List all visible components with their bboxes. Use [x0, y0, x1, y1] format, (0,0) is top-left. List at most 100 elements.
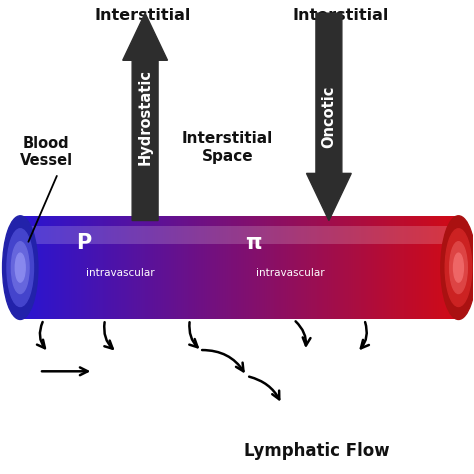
Bar	[77, 216, 79, 319]
Bar	[394, 216, 395, 319]
Bar	[276, 216, 277, 319]
Bar	[170, 216, 171, 319]
Bar	[268, 216, 270, 319]
Bar	[312, 216, 313, 319]
Bar	[432, 216, 433, 319]
Bar	[408, 216, 409, 319]
Bar	[263, 216, 264, 319]
Bar	[305, 216, 306, 319]
Bar	[180, 216, 181, 319]
Bar	[427, 216, 428, 319]
Bar	[438, 216, 439, 319]
Bar	[230, 216, 231, 319]
Bar	[361, 216, 362, 319]
Bar	[336, 216, 337, 319]
Bar	[255, 216, 256, 319]
Bar	[40, 216, 41, 319]
Bar	[297, 216, 298, 319]
Bar	[24, 216, 25, 319]
Bar	[97, 216, 98, 319]
Bar	[166, 216, 167, 319]
Bar	[109, 216, 110, 319]
Bar	[298, 216, 299, 319]
Bar	[90, 216, 91, 319]
Ellipse shape	[2, 216, 38, 319]
Bar	[412, 216, 413, 319]
Bar	[177, 216, 178, 319]
Bar	[76, 216, 77, 319]
Bar	[383, 216, 384, 319]
Bar	[436, 216, 437, 319]
Bar	[442, 216, 443, 319]
Bar	[402, 216, 403, 319]
Bar	[45, 216, 46, 319]
Bar	[142, 216, 143, 319]
Bar	[424, 216, 426, 319]
Bar	[151, 216, 152, 319]
Bar	[246, 216, 247, 319]
Bar	[445, 216, 447, 319]
Bar	[111, 216, 112, 319]
Bar	[217, 216, 218, 319]
Bar	[81, 216, 82, 319]
Bar	[283, 216, 284, 319]
Bar	[48, 216, 49, 319]
Text: Lymphatic Flow: Lymphatic Flow	[244, 442, 390, 460]
Bar	[114, 216, 115, 319]
Bar	[272, 216, 273, 319]
Bar	[447, 216, 448, 319]
Ellipse shape	[7, 229, 34, 307]
Bar	[440, 216, 441, 319]
Bar	[454, 216, 455, 319]
Bar	[20, 216, 21, 319]
Bar	[418, 216, 419, 319]
Bar	[266, 216, 267, 319]
Bar	[218, 216, 219, 319]
Bar	[74, 216, 75, 319]
Bar	[93, 216, 94, 319]
Bar	[128, 216, 129, 319]
Text: Interstitial
Space: Interstitial Space	[182, 131, 273, 164]
Bar	[388, 216, 389, 319]
Bar	[413, 216, 415, 319]
Bar	[66, 216, 67, 319]
Bar	[120, 216, 121, 319]
Text: P: P	[76, 234, 91, 254]
Bar	[79, 216, 80, 319]
Bar	[20, 226, 458, 244]
Bar	[185, 216, 186, 319]
Bar	[368, 216, 370, 319]
Bar	[357, 216, 358, 319]
Bar	[56, 216, 57, 319]
Bar	[259, 216, 260, 319]
Bar	[409, 216, 410, 319]
Bar	[337, 216, 339, 319]
Bar	[325, 216, 326, 319]
Bar	[366, 216, 367, 319]
Bar	[349, 216, 350, 319]
Bar	[182, 216, 183, 319]
Bar	[256, 216, 257, 319]
Text: intravascular: intravascular	[86, 268, 155, 278]
Bar	[160, 216, 161, 319]
Bar	[225, 216, 226, 319]
Bar	[253, 216, 254, 319]
Bar	[52, 216, 53, 319]
Bar	[452, 216, 453, 319]
Bar	[169, 216, 170, 319]
Bar	[29, 216, 30, 319]
Bar	[28, 216, 29, 319]
Bar	[188, 216, 190, 319]
Bar	[275, 216, 276, 319]
Bar	[309, 216, 310, 319]
Bar	[106, 216, 107, 319]
Bar	[242, 216, 243, 319]
Bar	[137, 216, 138, 319]
Bar	[244, 216, 246, 319]
Text: Interstitial: Interstitial	[95, 9, 191, 23]
Bar	[332, 216, 333, 319]
Bar	[95, 216, 96, 319]
Bar	[35, 216, 36, 319]
Bar	[407, 216, 408, 319]
Bar	[32, 216, 34, 319]
